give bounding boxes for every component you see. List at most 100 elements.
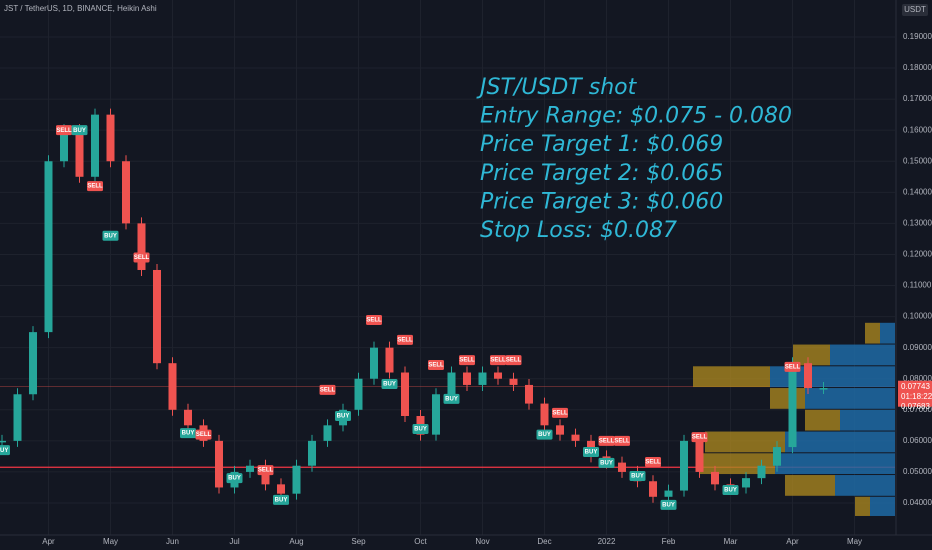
chart-title: JST / TetherUS, 1D, BINANCE, Heikin Ashi <box>4 4 157 13</box>
candle <box>695 440 704 472</box>
annotation-line: Price Target 1: $0.069 <box>480 132 723 157</box>
volume-profile <box>693 322 895 516</box>
x-tick-label: 2022 <box>598 537 616 546</box>
candle <box>432 394 440 435</box>
candle <box>742 478 750 488</box>
candle <box>60 130 68 162</box>
signal-box <box>598 457 615 468</box>
signal-box <box>505 355 522 366</box>
profile-up <box>870 496 895 516</box>
x-tick-label: Apr <box>42 537 55 546</box>
prev-price: 0.07683 <box>901 402 930 411</box>
candle <box>556 425 564 435</box>
signal-box <box>490 355 506 366</box>
candle <box>215 440 223 488</box>
annotation-line: JST/USDT shot <box>476 75 638 100</box>
y-tick-label: 0.05000 <box>903 467 932 476</box>
candle <box>277 484 285 494</box>
x-tick-label: Dec <box>537 537 551 546</box>
signal-box <box>784 361 801 372</box>
signal-box <box>459 355 475 366</box>
signal-label: BUY <box>275 497 288 503</box>
profile-up <box>830 344 895 366</box>
signal-label: BUY <box>414 427 427 433</box>
signal-label: SELL <box>258 468 274 474</box>
currency-label[interactable]: USDT <box>904 5 926 14</box>
signal-label: BUY <box>585 450 598 456</box>
signal-box <box>366 315 382 326</box>
signal-label: SELL <box>599 438 615 444</box>
signal-box <box>319 384 336 395</box>
candle <box>478 372 487 385</box>
candle <box>13 394 22 441</box>
annotation-line: Entry Range: $0.075 - 0.080 <box>480 104 792 129</box>
candle <box>618 462 626 472</box>
signal-box <box>629 470 646 481</box>
profile-up <box>840 409 895 431</box>
signal-box <box>102 230 119 241</box>
signal-label: BUY <box>445 396 458 402</box>
signal-label: BUY <box>662 502 675 508</box>
candle <box>773 447 781 466</box>
signal-box <box>536 429 553 440</box>
y-tick-label: 0.15000 <box>903 156 932 165</box>
candle <box>494 372 502 379</box>
profile-down <box>793 344 830 366</box>
signal-label: SELL <box>56 128 72 134</box>
candle <box>137 223 146 270</box>
signal-label: SELL <box>397 337 413 343</box>
candle <box>385 347 394 373</box>
signal-box <box>257 465 274 476</box>
x-tick-label: May <box>103 537 118 546</box>
signal-box <box>226 473 243 484</box>
x-tick-label: Aug <box>289 537 303 546</box>
y-tick-label: 0.08000 <box>903 374 932 383</box>
candle <box>401 372 409 417</box>
candle <box>44 161 53 333</box>
signal-box <box>87 181 103 192</box>
profile-down <box>805 409 840 431</box>
profile-down <box>855 496 870 516</box>
signal-label: BUY <box>337 414 350 420</box>
candle <box>680 440 688 491</box>
candle <box>168 363 177 410</box>
candle <box>91 114 99 177</box>
annotation: JST/USDT shot Entry Range: $0.075 - 0.080… <box>476 75 792 243</box>
y-tick-label: 0.12000 <box>903 250 932 259</box>
profile-down <box>785 475 835 496</box>
profile-down <box>865 322 880 344</box>
signal-box <box>412 424 429 435</box>
signal-box <box>381 379 398 390</box>
annotation-line: Price Target 3: $0.060 <box>480 189 723 214</box>
signal-label: SELL <box>645 460 661 466</box>
candle <box>819 388 828 390</box>
annotation-line: Stop Loss: $0.087 <box>480 218 677 243</box>
candle <box>370 347 378 379</box>
candle <box>649 481 657 497</box>
x-tick-label: Jul <box>229 537 239 546</box>
signal-label: BUY <box>0 448 8 454</box>
signal-box <box>195 429 212 440</box>
candle <box>571 434 580 441</box>
candle <box>447 372 456 395</box>
candle <box>509 378 518 385</box>
signal-label: SELL <box>428 363 444 369</box>
signal-label: SELL <box>552 410 568 416</box>
candle <box>525 384 533 404</box>
profile-up <box>785 431 895 453</box>
profile-up <box>770 366 895 388</box>
candle <box>804 363 812 389</box>
profile-down <box>693 366 770 388</box>
last-price: 0.07743 <box>901 382 930 391</box>
x-tick-label: Apr <box>786 537 799 546</box>
signal-box <box>583 447 599 458</box>
candle <box>75 130 84 177</box>
profile-up <box>835 475 895 496</box>
signal-box <box>397 334 413 345</box>
currency-button[interactable] <box>902 4 928 16</box>
candle <box>354 378 363 410</box>
x-tick-label: Sep <box>351 537 366 546</box>
y-tick-label: 0.09000 <box>903 343 932 352</box>
candle <box>711 471 719 485</box>
